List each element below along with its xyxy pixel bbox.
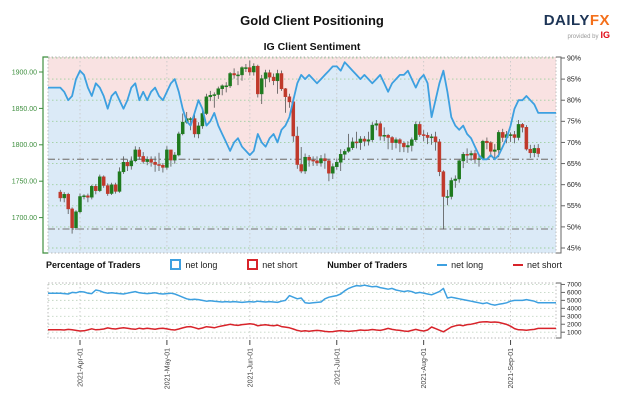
logo-ig-text: IG [600,29,610,40]
legend-label: net long [185,259,218,270]
svg-text:60%: 60% [567,182,581,189]
legend-item-count-net-long: net long [437,260,483,270]
svg-text:1900.00: 1900.00 [12,69,37,76]
candlestick-series [58,60,540,234]
svg-text:1700.00: 1700.00 [12,215,37,222]
net-short-square-swatch [247,259,259,270]
date-axis: 2021-Apr-01 2021-May-01 2021-Jun-01 2021-Ju… [78,340,515,389]
legend-item-pct-net-short: net short [247,259,297,270]
price-axis: 1700.00 1750.00 1800.00 1850.00 1900.00 [12,56,48,254]
svg-text:5000: 5000 [567,298,582,305]
svg-text:1800.00: 1800.00 [12,142,37,149]
chart-title: IG Client Sentiment [263,41,361,53]
svg-text:2021-Aug-01: 2021-Aug-01 [421,348,428,389]
svg-text:7000: 7000 [567,282,582,289]
legend-item-pct-net-long: net long [170,259,217,270]
svg-text:3000: 3000 [567,314,582,321]
svg-text:45%: 45% [567,245,581,252]
svg-text:80%: 80% [567,98,581,105]
svg-text:2021-May-01: 2021-May-01 [164,348,171,389]
svg-text:2021-Jun-01: 2021-Jun-01 [247,348,254,387]
net-long-count-line [48,284,556,306]
net-long-square-swatch [170,259,182,270]
net-short-line-swatch [512,263,523,266]
svg-text:90%: 90% [567,55,581,62]
dailyfx-wordmark: DAILYFX [543,12,610,30]
svg-text:65%: 65% [567,161,581,168]
svg-text:2021-Apr-01: 2021-Apr-01 [78,348,85,387]
svg-text:50%: 50% [567,224,581,231]
legend-label: net short [262,259,298,270]
svg-text:1850.00: 1850.00 [12,106,37,113]
svg-text:6000: 6000 [567,290,582,297]
chart-legend: Percentage of Traders net long net short… [46,259,562,270]
svg-text:2000: 2000 [567,321,582,328]
svg-text:55%: 55% [567,203,581,210]
svg-text:70%: 70% [567,140,581,147]
svg-text:75%: 75% [567,119,581,126]
net-short-count-line [48,320,556,333]
net-long-pct-line [48,61,556,161]
logo-daily-text: DAILY [543,12,590,29]
svg-text:4000: 4000 [567,306,582,313]
svg-text:1750.00: 1750.00 [12,179,37,186]
legend-item-count-net-short: net short [512,259,562,270]
plot-borders [47,56,557,339]
percent-axis: 45% 50% 55% 60% 65% 70% 75% 80% 85% 90% [556,55,581,254]
page-title: Gold Client Positioning [240,13,384,28]
net-long-line-swatch [437,263,448,266]
logo-provided-by: provided by IG [567,29,610,40]
legend-group-number: Number of Traders [327,259,408,270]
dailyfx-logo: DAILYFX provided by IG [543,12,610,40]
legend-group-percentage: Percentage of Traders [46,259,141,270]
logo-fx-text: FX [589,12,610,29]
svg-text:1000: 1000 [567,329,582,336]
svg-text:2021-Sep-01: 2021-Sep-01 [508,348,515,389]
svg-text:85%: 85% [567,77,581,84]
svg-text:2021-Jul-01: 2021-Jul-01 [334,348,341,385]
legend-label: net long [451,259,484,270]
legend-label: net short [526,259,562,270]
